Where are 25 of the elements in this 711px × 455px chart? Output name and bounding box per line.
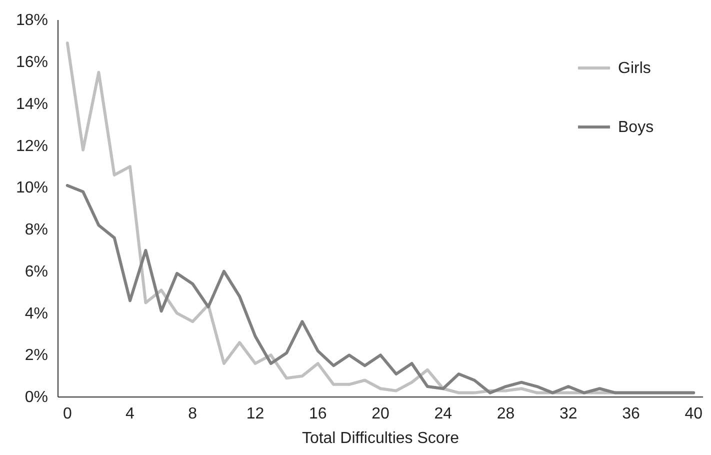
- legend-label: Girls: [618, 60, 651, 77]
- x-tick-label: 20: [372, 405, 390, 422]
- x-tick-label: 16: [308, 405, 327, 422]
- y-tick-label: 4%: [24, 305, 48, 322]
- x-tick-label: 12: [246, 405, 264, 422]
- x-axis-title: Total Difficulties Score: [302, 430, 460, 447]
- y-tick-label: 8%: [24, 222, 48, 239]
- y-tick-label: 16%: [16, 54, 48, 72]
- y-tick-label: 14%: [16, 96, 48, 113]
- x-tick-label: 24: [434, 405, 452, 422]
- x-tick-label: 28: [496, 405, 515, 422]
- y-tick-label: 12%: [16, 138, 48, 155]
- legend-label: Boys: [618, 119, 654, 136]
- y-tick-label: 0%: [24, 389, 48, 406]
- x-tick-label: 32: [559, 405, 578, 422]
- x-tick-label: 40: [684, 405, 703, 422]
- x-tick-label: 36: [622, 405, 640, 422]
- y-tick-label: 18%: [16, 12, 48, 30]
- x-tick-label: 4: [126, 405, 135, 422]
- x-tick-label: 0: [62, 405, 72, 422]
- y-tick-label: 10%: [16, 180, 48, 197]
- y-tick-label: 2%: [24, 347, 48, 364]
- x-tick-label: 8: [188, 405, 198, 422]
- line-series: [66, 184, 696, 394]
- y-tick-label: 6%: [24, 263, 48, 280]
